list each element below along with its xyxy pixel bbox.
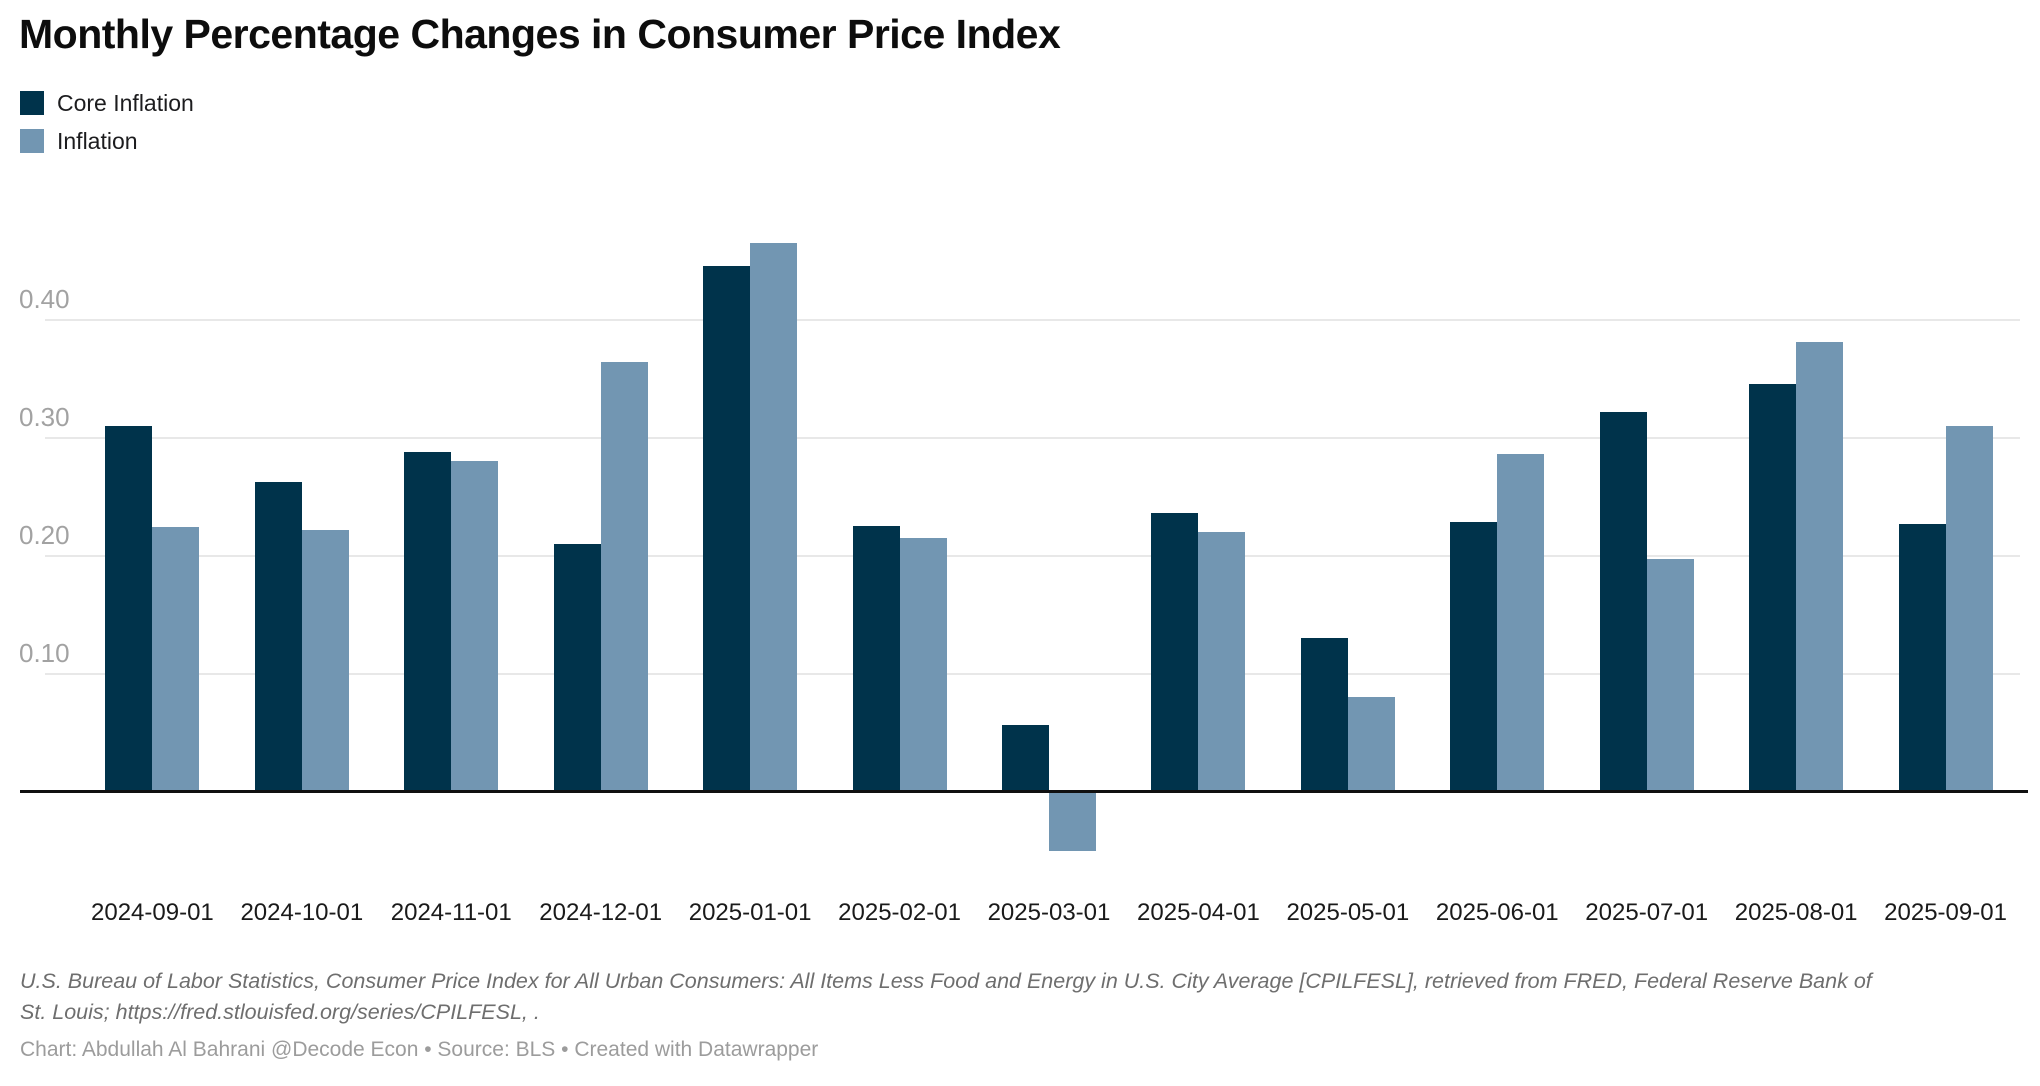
gridline-0.10 xyxy=(45,672,2020,675)
x-axis-label-2025-04-01: 2025-04-01 xyxy=(1137,899,1260,926)
y-tick-label-0.40: 0.40 xyxy=(19,283,70,314)
footer: U.S. Bureau of Labor Statistics, Consume… xyxy=(20,966,2010,1062)
x-axis-label-2024-11-01: 2024-11-01 xyxy=(390,899,512,926)
x-axis-label-2025-09-01: 2025-09-01 xyxy=(1884,899,2007,926)
x-axis-label-2025-02-01: 2025-02-01 xyxy=(838,899,961,926)
bar-core-inflation-2025-09-01[interactable] xyxy=(1898,523,1946,792)
gridline-0.40 xyxy=(45,318,2020,321)
credit-line: Chart: Abdullah Al Bahrani @Decode Econ … xyxy=(20,1038,819,1061)
bar-inflation-2024-09-01[interactable] xyxy=(152,527,200,792)
bar-inflation-2024-11-01[interactable] xyxy=(451,461,499,792)
x-axis-label-2025-08-01: 2025-08-01 xyxy=(1734,899,1858,926)
x-axis-line xyxy=(20,790,2028,793)
bar-core-inflation-2024-10-01[interactable] xyxy=(254,482,302,792)
bar-core-inflation-2025-07-01[interactable] xyxy=(1599,411,1647,792)
bar-core-inflation-2024-12-01[interactable] xyxy=(553,543,601,792)
legend-item-inflation: Inflation xyxy=(20,127,194,154)
x-axis-label-2024-10-01: 2024-10-01 xyxy=(240,899,364,926)
bar-inflation-2025-08-01[interactable] xyxy=(1796,341,1844,792)
bar-core-inflation-2024-11-01[interactable] xyxy=(404,451,452,792)
bar-core-inflation-2025-02-01[interactable] xyxy=(852,526,900,792)
legend: Core Inflation Inflation xyxy=(20,89,194,167)
bar-inflation-2025-06-01[interactable] xyxy=(1497,454,1545,792)
gridline-0.20 xyxy=(45,554,2020,557)
source-note-line1: U.S. Bureau of Labor Statistics, Consume… xyxy=(20,969,1872,993)
bar-core-inflation-2025-03-01[interactable] xyxy=(1001,725,1049,792)
bar-inflation-2025-02-01[interactable] xyxy=(899,537,947,792)
legend-label: Core Inflation xyxy=(57,89,194,116)
legend-item-core-inflation: Core Inflation xyxy=(20,89,194,116)
source-note-line2: St. Louis; https://fred.stlouisfed.org/s… xyxy=(20,1000,540,1024)
x-axis-label-2024-09-01: 2024-09-01 xyxy=(91,899,214,926)
bar-inflation-2025-01-01[interactable] xyxy=(750,242,798,792)
bar-inflation-2024-12-01[interactable] xyxy=(600,361,648,792)
bar-inflation-2025-03-01[interactable] xyxy=(1048,791,1096,851)
bar-core-inflation-2025-08-01[interactable] xyxy=(1749,384,1797,792)
x-axis-label-2025-07-01: 2025-07-01 xyxy=(1585,899,1709,926)
y-tick-label-0.20: 0.20 xyxy=(19,519,70,550)
y-tick-label-0.10: 0.10 xyxy=(19,637,70,668)
bar-inflation-2025-04-01[interactable] xyxy=(1198,531,1246,792)
bar-core-inflation-2025-04-01[interactable] xyxy=(1151,513,1199,792)
legend-swatch-icon xyxy=(20,129,44,153)
legend-swatch-icon xyxy=(20,91,44,115)
x-axis-label-2024-12-01: 2024-12-01 xyxy=(539,899,663,926)
legend-label: Inflation xyxy=(57,127,138,154)
bar-core-inflation-2025-05-01[interactable] xyxy=(1300,638,1348,792)
bar-core-inflation-2024-09-01[interactable] xyxy=(105,425,153,792)
x-axis-label-2025-03-01: 2025-03-01 xyxy=(987,899,1111,926)
x-axis-label-2025-06-01: 2025-06-01 xyxy=(1435,899,1559,926)
x-axis-label-2025-01-01: 2025-01-01 xyxy=(688,899,812,926)
bar-inflation-2025-05-01[interactable] xyxy=(1347,697,1395,792)
y-tick-label-0.30: 0.30 xyxy=(19,401,70,432)
bar-inflation-2024-10-01[interactable] xyxy=(301,529,349,792)
bar-core-inflation-2025-01-01[interactable] xyxy=(703,266,751,792)
chart-title: Monthly Percentage Changes in Consumer P… xyxy=(19,11,1061,57)
bar-inflation-2025-07-01[interactable] xyxy=(1646,559,1694,792)
bar-inflation-2025-09-01[interactable] xyxy=(1945,425,1993,792)
x-axis-label-2025-05-01: 2025-05-01 xyxy=(1286,899,1410,926)
gridline-0.30 xyxy=(45,436,2020,439)
bar-core-inflation-2025-06-01[interactable] xyxy=(1450,522,1498,792)
